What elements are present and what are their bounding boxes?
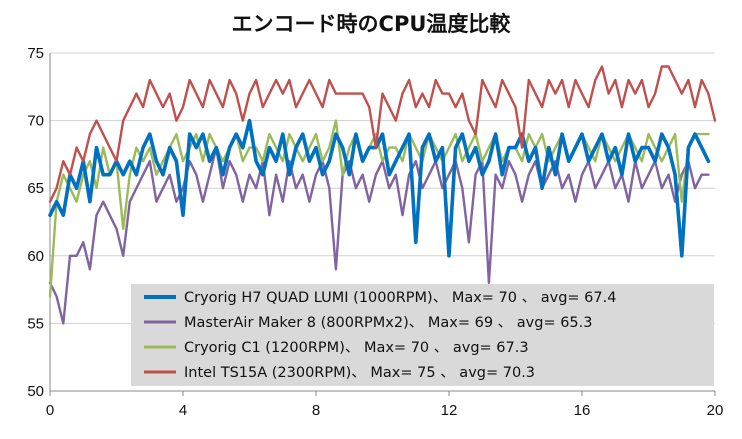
x-tick-labels: 0 4 8 12 16 20 xyxy=(46,402,724,419)
legend-box xyxy=(131,284,714,386)
y-tick-label-50: 50 xyxy=(27,383,44,400)
series-lines xyxy=(48,65,717,325)
y-tick-label-75: 75 xyxy=(27,45,44,62)
x-tick-label-20: 20 xyxy=(707,402,724,419)
y-tick-label-55: 55 xyxy=(27,315,44,332)
legend-label-1: MasterAir Maker 8 (800RPMx2)、 Max= 69 、 … xyxy=(184,315,593,331)
legend-label-0: Cryorig H7 QUAD LUMI (1000RPM)、 Max= 70 … xyxy=(184,290,616,306)
axes xyxy=(49,53,716,396)
legend-label-2: Cryorig C1 (1200RPM)、 Max= 70 、 avg= 67.… xyxy=(184,340,529,356)
series-line-3 xyxy=(48,65,717,203)
legend: Cryorig H7 QUAD LUMI (1000RPM)、 Max= 70 … xyxy=(131,284,714,386)
x-tick-label-16: 16 xyxy=(574,402,591,419)
x-tick-label-12: 12 xyxy=(441,402,458,419)
y-tick-label-65: 65 xyxy=(27,180,44,197)
x-tick-label-8: 8 xyxy=(312,402,320,419)
series-line-1 xyxy=(48,146,710,325)
x-tick-label-4: 4 xyxy=(179,402,187,419)
y-tick-labels: 50 55 60 65 70 75 xyxy=(27,45,44,400)
y-tick-label-60: 60 xyxy=(27,248,44,265)
legend-label-3: Intel TS15A (2300RPM)、 Max= 75 、 avg= 70… xyxy=(184,365,535,381)
series-line-0 xyxy=(48,118,711,258)
chart-title: エンコード時のCPU温度比較 xyxy=(232,12,512,36)
x-tick-label-0: 0 xyxy=(46,402,54,419)
y-tick-label-70: 70 xyxy=(27,113,44,130)
